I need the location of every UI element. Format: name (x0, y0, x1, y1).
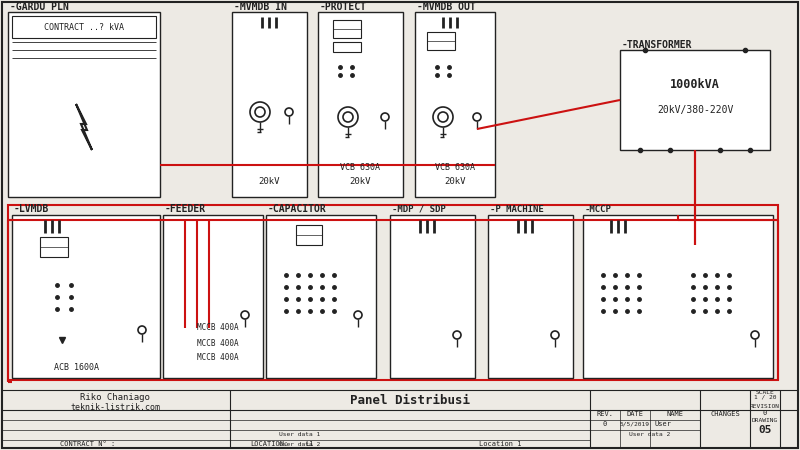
Text: MCCB 400A: MCCB 400A (197, 354, 239, 363)
Text: -LVMDB: -LVMDB (14, 204, 50, 214)
Text: 5/5/2019: 5/5/2019 (620, 422, 650, 427)
Bar (12, 215, 160, 378)
Bar (296, 225, 322, 245)
Text: teknik-listrik.com: teknik-listrik.com (70, 402, 160, 411)
Bar (318, 12, 403, 197)
Bar (583, 215, 773, 378)
Text: CONTRACT ..? kVA: CONTRACT ..? kVA (44, 22, 124, 32)
Bar (163, 215, 263, 378)
Text: User data 1: User data 1 (279, 432, 321, 436)
Text: DATE: DATE (626, 411, 643, 417)
Text: 1000kVA: 1000kVA (670, 78, 720, 91)
Text: 20kV: 20kV (350, 177, 370, 186)
Text: -PROTECT: -PROTECT (320, 2, 367, 12)
Bar (427, 32, 455, 50)
Text: -FEEDER: -FEEDER (165, 204, 206, 214)
Text: 20kV: 20kV (444, 177, 466, 186)
Bar (40, 237, 68, 257)
Text: LOCATION:: LOCATION: (250, 441, 288, 447)
Text: -P MACHINE: -P MACHINE (490, 204, 544, 213)
Text: REV.: REV. (597, 411, 614, 417)
Text: teknik-listrik: teknik-listrik (79, 131, 501, 189)
Bar (12, 16, 156, 38)
Bar (415, 12, 495, 197)
Text: NAME: NAME (666, 411, 683, 417)
Text: Riko Chaniago: Riko Chaniago (80, 392, 150, 401)
Text: SCALE: SCALE (756, 391, 774, 396)
Text: User data 2: User data 2 (279, 441, 321, 446)
Text: MCCB 400A: MCCB 400A (197, 338, 239, 347)
Text: 20kV/380-220V: 20kV/380-220V (657, 105, 733, 115)
Text: teknik-listrik: teknik-listrik (345, 276, 695, 324)
Text: Panel Distribusi: Panel Distribusi (350, 393, 470, 406)
Text: User data 2: User data 2 (630, 432, 670, 436)
Bar (232, 12, 307, 197)
Text: 0: 0 (763, 410, 767, 416)
Bar (333, 42, 361, 52)
Bar (333, 20, 361, 38)
Text: VCB 630A: VCB 630A (340, 162, 380, 171)
Text: -MVMDB IN: -MVMDB IN (234, 2, 287, 12)
Bar (266, 215, 376, 378)
Text: L1: L1 (306, 441, 314, 447)
Text: VCB 630A: VCB 630A (435, 162, 475, 171)
Text: 1 / 20: 1 / 20 (754, 395, 776, 400)
Text: User: User (654, 421, 671, 427)
Text: 05: 05 (758, 425, 772, 435)
Bar (488, 215, 573, 378)
Text: 20kV: 20kV (258, 177, 280, 186)
Text: -GARDU PLN: -GARDU PLN (10, 2, 69, 12)
Text: 0: 0 (603, 421, 607, 427)
Text: REVISION: REVISION (750, 405, 780, 410)
Bar (390, 215, 475, 378)
Text: -MDP / SDP: -MDP / SDP (392, 204, 446, 213)
Bar (620, 50, 770, 150)
Text: CONTRACT N° :: CONTRACT N° : (60, 441, 115, 447)
Text: Location 1: Location 1 (478, 441, 522, 447)
Text: -TRANSFORMER: -TRANSFORMER (622, 40, 693, 50)
Text: ACB 1600A: ACB 1600A (54, 364, 98, 373)
Text: -CAPACITOR: -CAPACITOR (268, 204, 326, 214)
Text: DRAWING: DRAWING (752, 418, 778, 423)
Bar (8, 12, 160, 197)
Text: CHANGES: CHANGES (710, 411, 740, 417)
Text: -MCCP: -MCCP (585, 204, 612, 213)
Text: -MVMDB OUT: -MVMDB OUT (417, 2, 476, 12)
Bar (8, 205, 778, 380)
Text: MCCB 400A: MCCB 400A (197, 324, 239, 333)
